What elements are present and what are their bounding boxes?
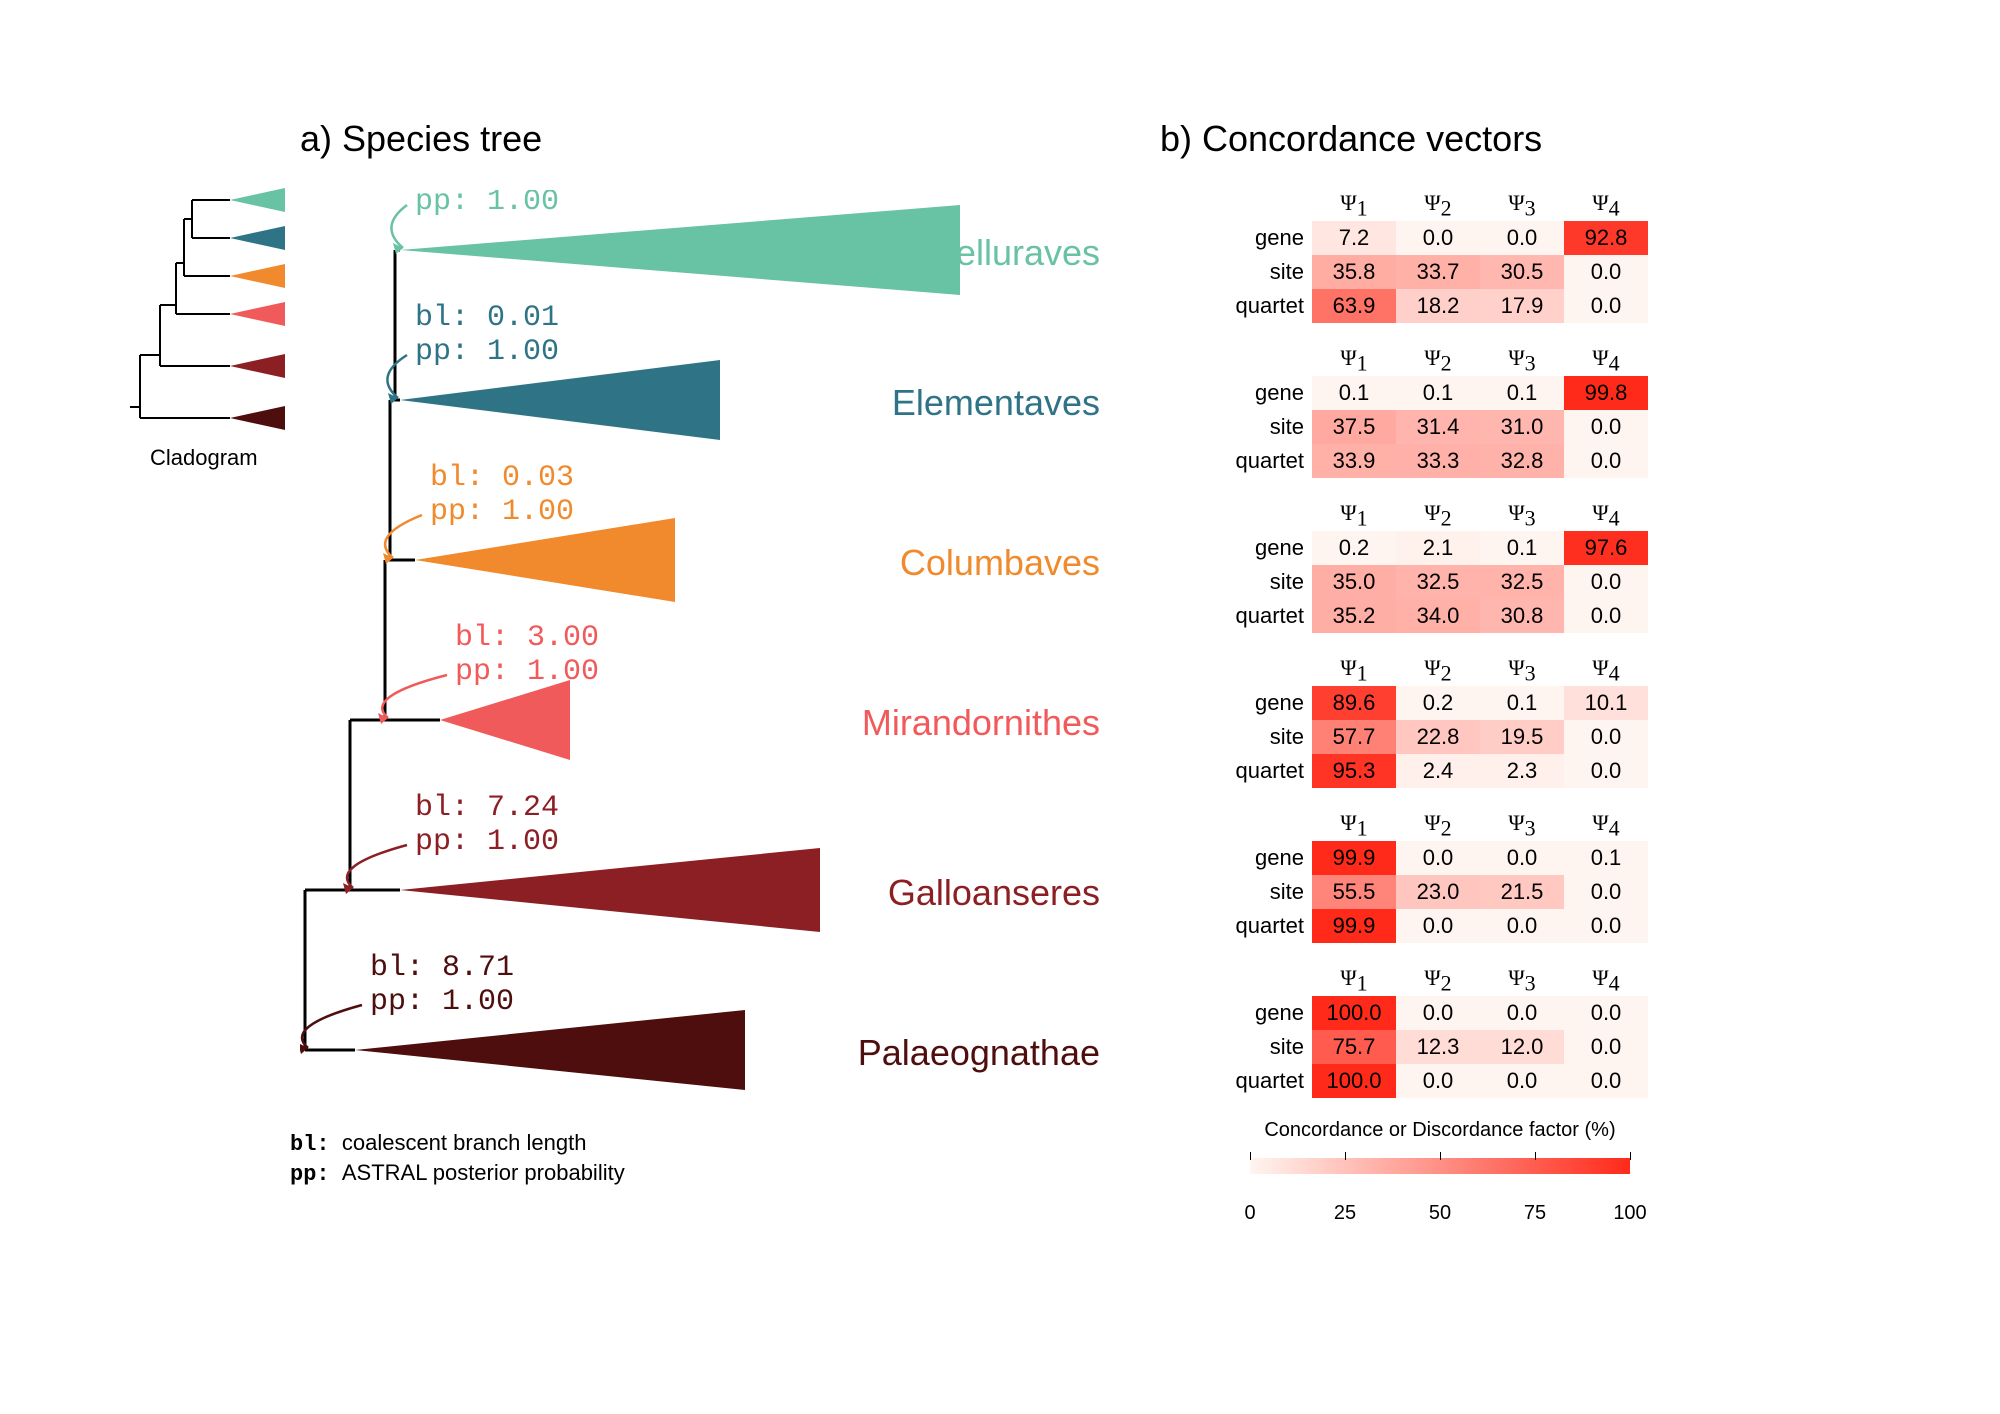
svg-text:bl: 0.03: bl: 0.03 bbox=[430, 461, 574, 495]
legend-pp: pp: ASTRAL posterior probability bbox=[290, 1160, 625, 1187]
panel-a-title: a) Species tree bbox=[300, 118, 542, 160]
svg-text:pp: 1.00: pp: 1.00 bbox=[415, 190, 559, 219]
species-tree-svg: bl: 0.76pp: 1.00bl: 0.01pp: 1.00bl: 0.03… bbox=[300, 190, 1080, 1150]
svg-text:pp: 1.00: pp: 1.00 bbox=[455, 655, 599, 689]
clade-label-mirandornithes: Mirandornithes bbox=[200, 702, 1100, 744]
legend-bl: bl: coalescent branch length bbox=[290, 1130, 586, 1157]
concordance-panel: Ψ1Ψ2Ψ3Ψ4gene7.20.00.092.8site35.833.730.… bbox=[1130, 170, 1760, 1200]
clade-label-galloanseres: Galloanseres bbox=[200, 872, 1100, 914]
clade-label-palaeognathae: Palaeognathae bbox=[200, 1032, 1100, 1074]
concordance-block-mirandornithes: Ψ1Ψ2Ψ3Ψ4gene89.60.20.110.1site57.722.819… bbox=[1220, 655, 1650, 788]
clade-label-elementaves: Elementaves bbox=[200, 382, 1100, 424]
concordance-block-galloanseres: Ψ1Ψ2Ψ3Ψ4gene99.90.00.00.1site55.523.021.… bbox=[1220, 810, 1650, 943]
concordance-block-elementaves: Ψ1Ψ2Ψ3Ψ4gene0.10.10.199.8site37.531.431.… bbox=[1220, 345, 1650, 478]
svg-text:pp: 1.00: pp: 1.00 bbox=[415, 335, 559, 369]
concordance-block-columbaves: Ψ1Ψ2Ψ3Ψ4gene0.22.10.197.6site35.032.532.… bbox=[1220, 500, 1650, 633]
svg-text:pp: 1.00: pp: 1.00 bbox=[370, 985, 514, 1019]
concordance-block-telluraves: Ψ1Ψ2Ψ3Ψ4gene7.20.00.092.8site35.833.730.… bbox=[1220, 190, 1650, 323]
svg-text:bl: 8.71: bl: 8.71 bbox=[370, 951, 514, 985]
svg-text:pp: 1.00: pp: 1.00 bbox=[415, 825, 559, 859]
concordance-block-palaeognathae: Ψ1Ψ2Ψ3Ψ4gene100.00.00.00.0site75.712.312… bbox=[1220, 965, 1650, 1098]
colorbar bbox=[1250, 1158, 1630, 1174]
clade-label-columbaves: Columbaves bbox=[200, 542, 1100, 584]
cladogram-label: Cladogram bbox=[150, 445, 258, 471]
colorbar-title: Concordance or Discordance factor (%) bbox=[1230, 1119, 1650, 1142]
species-tree-panel: Cladogram bl: 0.76pp: 1.00bl: 0.01pp: 1.… bbox=[200, 170, 1100, 1170]
clade-label-telluraves: Telluraves bbox=[200, 232, 1100, 274]
svg-text:bl: 3.00: bl: 3.00 bbox=[455, 621, 599, 655]
svg-text:bl: 0.01: bl: 0.01 bbox=[415, 301, 559, 335]
panel-b-title: b) Concordance vectors bbox=[1160, 118, 1542, 160]
svg-text:pp: 1.00: pp: 1.00 bbox=[430, 495, 574, 529]
svg-text:bl: 7.24: bl: 7.24 bbox=[415, 791, 559, 825]
